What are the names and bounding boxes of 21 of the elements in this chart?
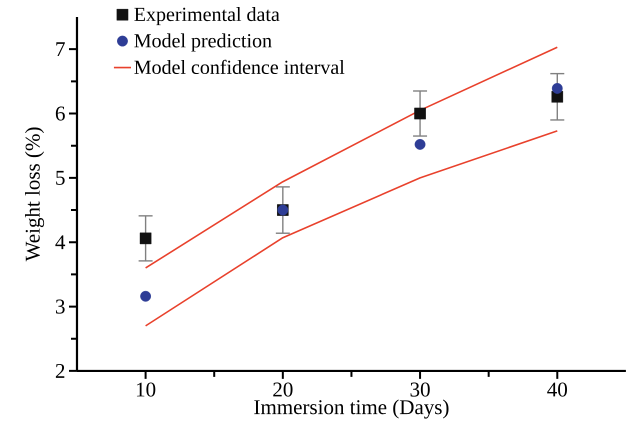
y-tick-label: 6 [56,106,65,121]
x-axis-title: Immersion time (Days) [254,400,448,419]
point [140,290,151,302]
point [552,83,563,94]
y-tick-label: 5 [56,170,65,185]
legend-label: Model prediction [134,33,272,52]
legend-label: Experimental data [134,7,280,26]
y-tick-label: 3 [56,300,65,314]
y-tick-label: 2 [56,364,64,378]
legend-label: Model confidence interval [134,60,344,74]
point [140,232,152,244]
x-tick-label: 20 [273,382,293,397]
y-axis-title: Weight loss (%) [24,128,44,262]
line-series [144,130,558,327]
x-tick-label: 30 [410,382,430,397]
y-tick-label: 7 [56,42,65,56]
x-tick-label: 10 [136,382,156,397]
x-tick-label: 40 [547,382,567,397]
y-tick-label: 4 [55,235,66,250]
point [414,139,426,150]
point [414,108,426,120]
